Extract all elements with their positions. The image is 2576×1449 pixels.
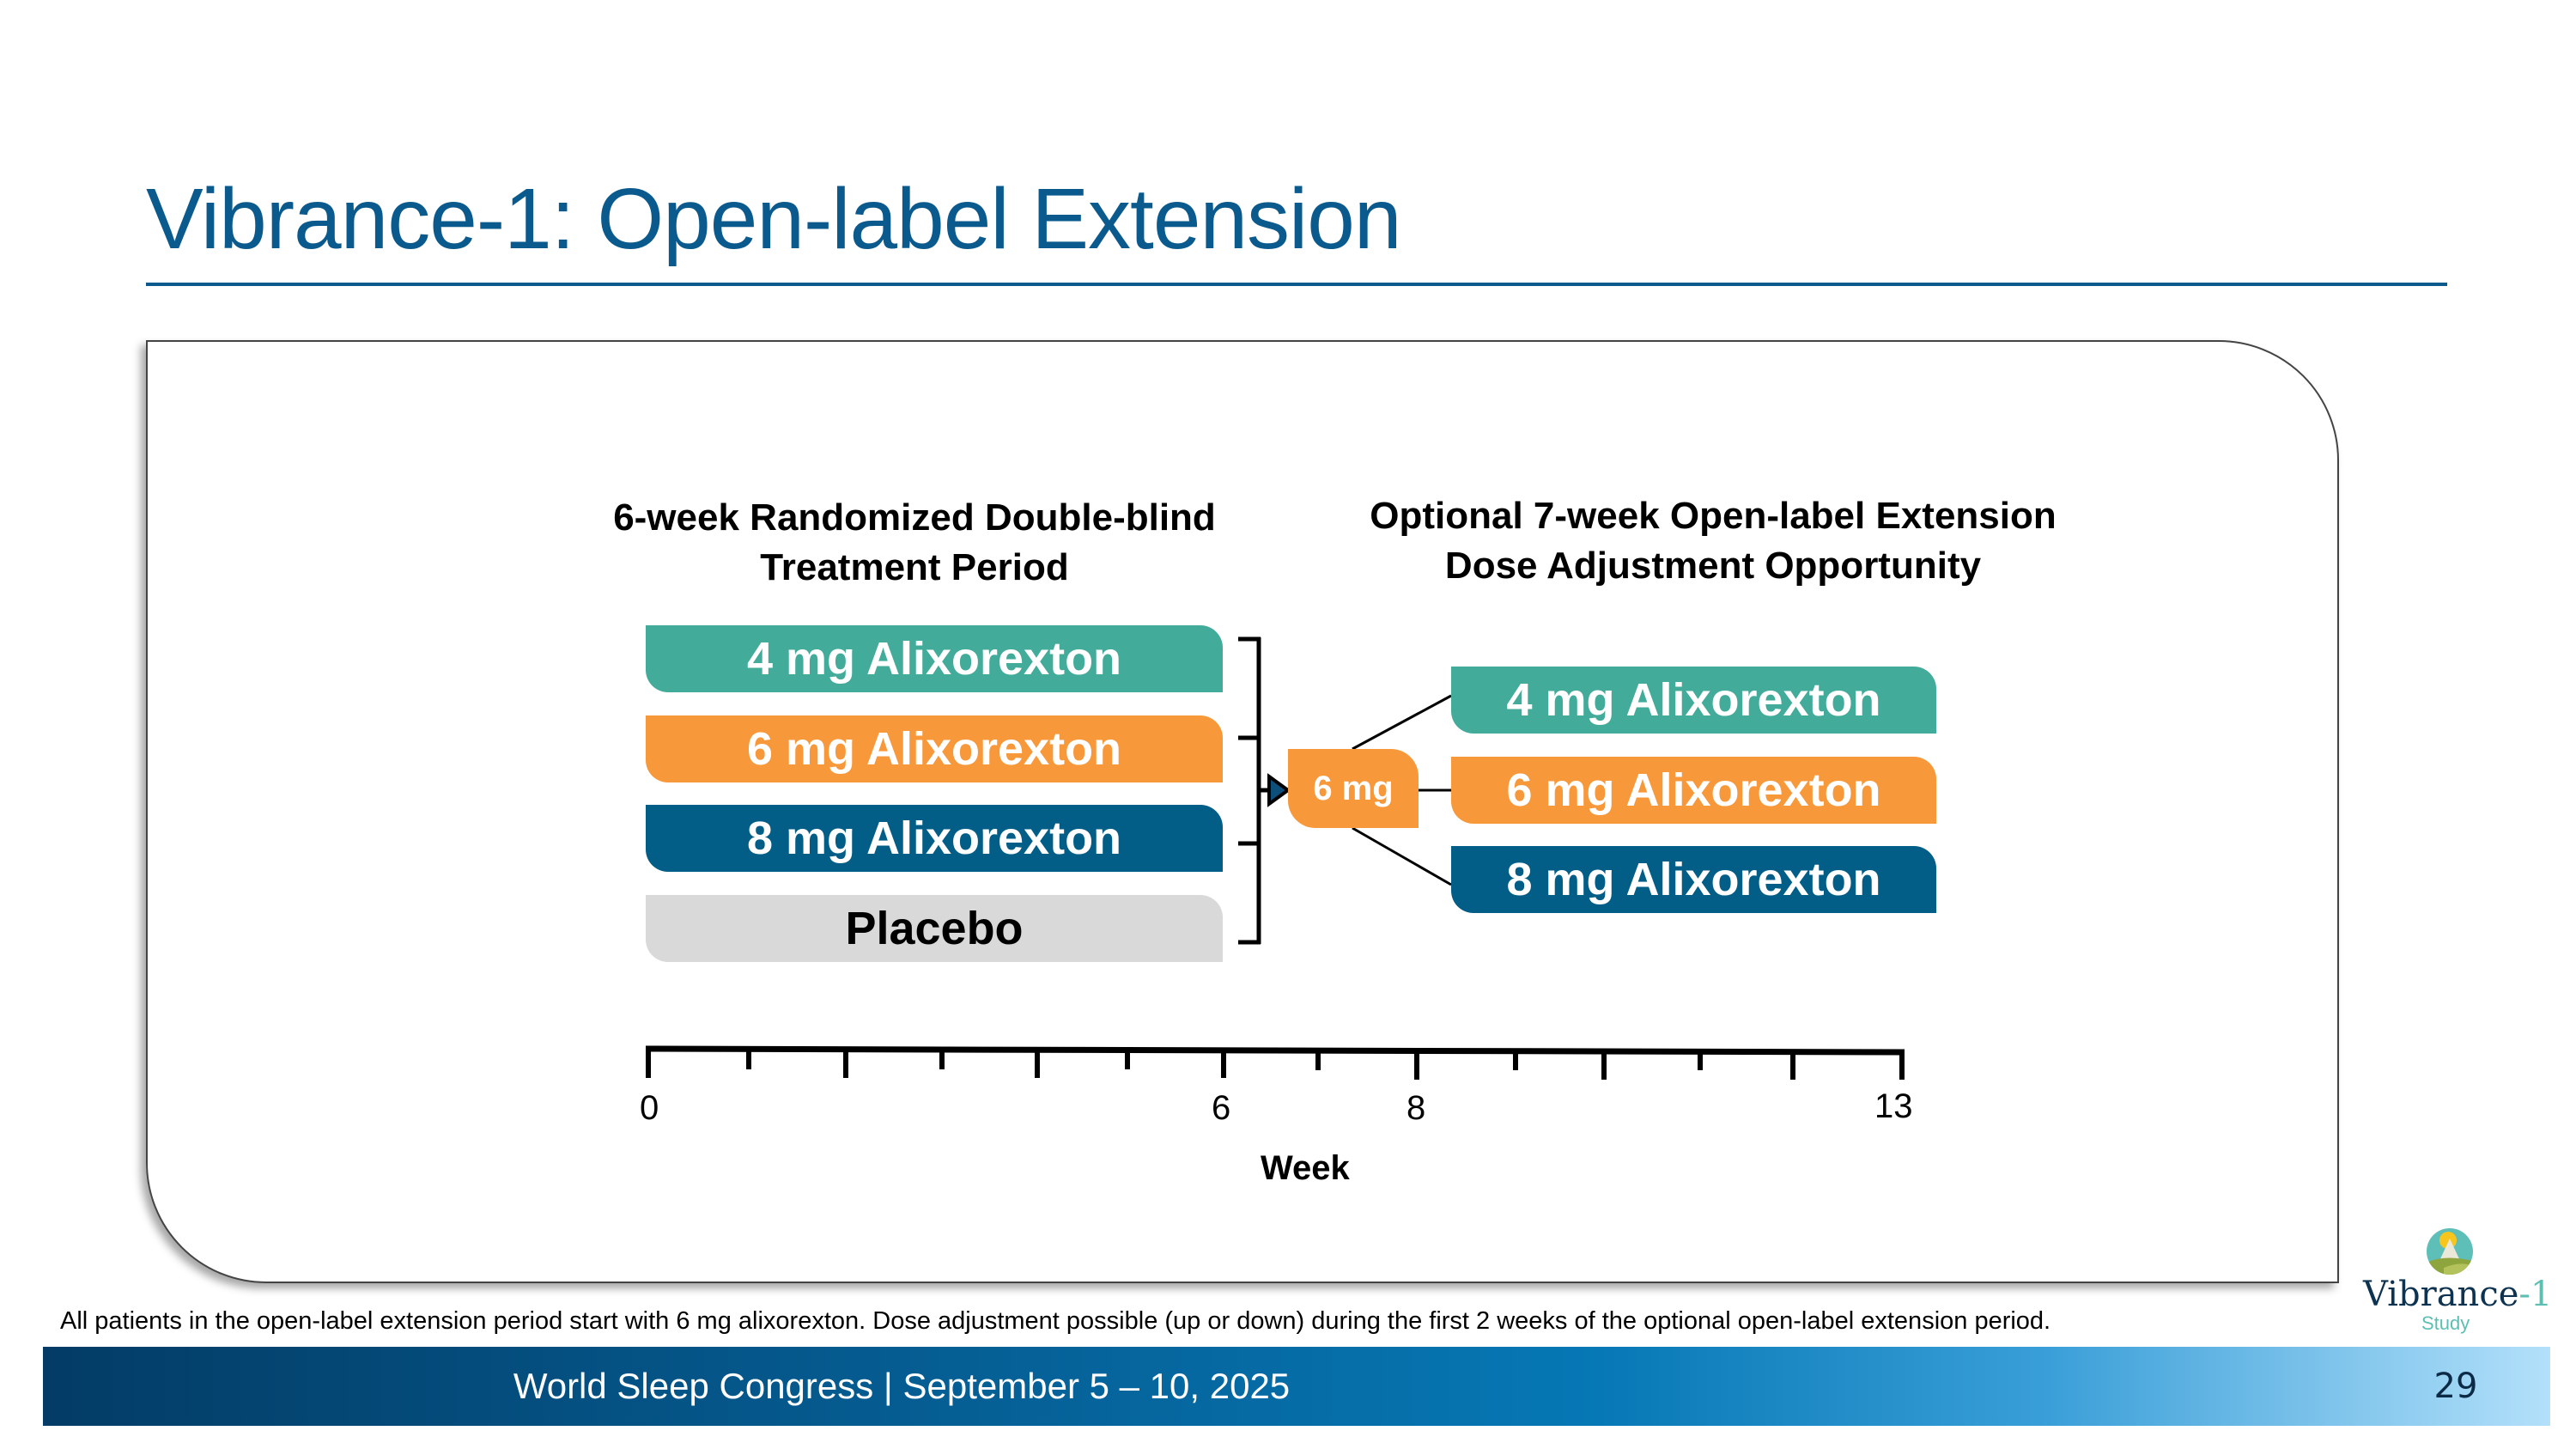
- tick-label-week-8: 8: [1406, 1089, 1426, 1127]
- page-number: 29: [2433, 1367, 2478, 1406]
- treatment-arm-placebo: Placebo: [646, 895, 1223, 962]
- extension-arm-label: 4 mg Alixorexton: [1506, 674, 1881, 726]
- treatment-arm-8mg: 8 mg Alixorexton: [646, 805, 1223, 872]
- tick-label-week-6: 6: [1212, 1089, 1231, 1127]
- treatment-arm-label: 4 mg Alixorexton: [746, 633, 1122, 685]
- title-underline: [146, 283, 2447, 286]
- extension-arm-4mg: 4 mg Alixorexton: [1451, 667, 1936, 734]
- treatment-period-heading: 6-week Randomized Double-blind Treatment…: [567, 493, 1262, 593]
- extension-arm-label: 6 mg Alixorexton: [1506, 764, 1881, 816]
- treatment-period-heading-line1: 6-week Randomized Double-blind: [613, 496, 1216, 539]
- logo-wordmark: Vibrance-1: [2363, 1275, 2552, 1314]
- treatment-arm-label: 6 mg Alixorexton: [746, 723, 1122, 775]
- treatment-arm-label: 8 mg Alixorexton: [746, 813, 1122, 864]
- extension-arm-6mg: 6 mg Alixorexton: [1451, 757, 1936, 824]
- treatment-arm-4mg: 4 mg Alixorexton: [646, 625, 1223, 692]
- starting-dose-label: 6 mg: [1313, 769, 1394, 807]
- slide-title: Vibrance-1: Open-label Extension: [146, 171, 1402, 267]
- treatment-arm-label: Placebo: [845, 903, 1024, 954]
- sun-mountain-icon: [2427, 1228, 2473, 1275]
- logo-name: Vibrance: [2363, 1275, 2519, 1314]
- treatment-arm-6mg: 6 mg Alixorexton: [646, 715, 1223, 782]
- logo-suffix: -1: [2518, 1275, 2553, 1314]
- extension-arm-label: 8 mg Alixorexton: [1506, 854, 1881, 905]
- footnote: All patients in the open-label extension…: [60, 1307, 2051, 1335]
- logo-subtitle: Study: [2421, 1312, 2470, 1334]
- footer-conference-text: World Sleep Congress | September 5 – 10,…: [513, 1366, 1291, 1406]
- extension-period-heading: Optional 7-week Open-label Extension Dos…: [1322, 491, 2104, 591]
- diagram-panel: [146, 340, 2339, 1283]
- footer-bar: World Sleep Congress | September 5 – 10,…: [43, 1347, 2550, 1426]
- extension-arm-8mg: 8 mg Alixorexton: [1451, 846, 1936, 913]
- treatment-period-heading-line2: Treatment Period: [760, 546, 1069, 588]
- axis-title-week: Week: [1261, 1149, 1350, 1187]
- starting-dose-box: 6 mg: [1288, 749, 1419, 828]
- tick-label-week-0: 0: [640, 1089, 659, 1127]
- extension-period-heading-line2: Dose Adjustment Opportunity: [1444, 545, 1982, 587]
- extension-period-heading-line1: Optional 7-week Open-label Extension: [1370, 495, 2057, 537]
- tick-label-week-13: 13: [1874, 1087, 1913, 1125]
